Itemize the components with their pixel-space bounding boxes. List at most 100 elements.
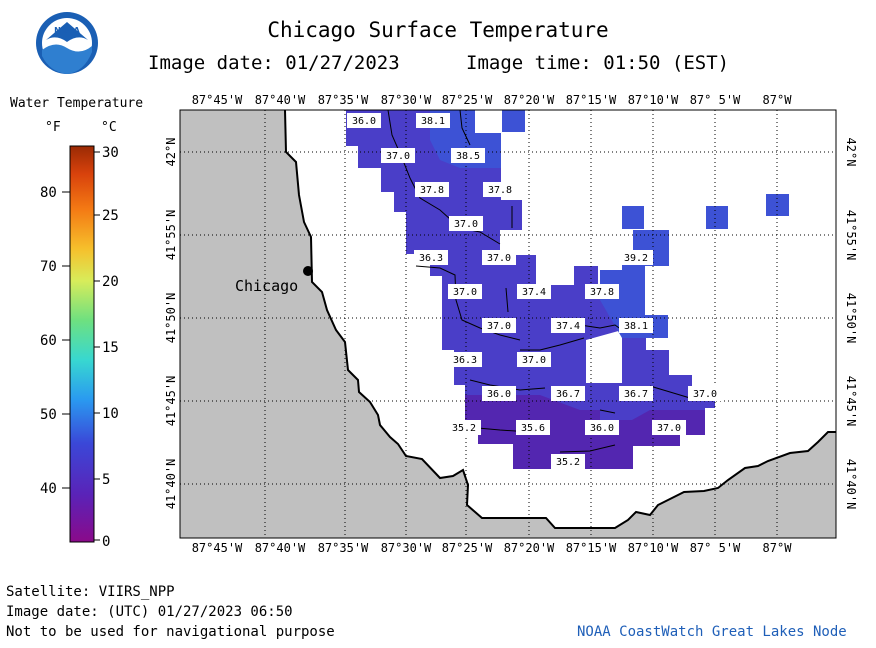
temperature-label-box bbox=[585, 420, 619, 435]
c-tick-label: 25 bbox=[102, 208, 119, 224]
footer-disclaimer: Not to be used for navigational purpose bbox=[6, 624, 335, 640]
lon-label: 87°40'W bbox=[255, 541, 306, 555]
temperature-label: 36.7 bbox=[624, 389, 648, 400]
temperature-label: 37.8 bbox=[590, 287, 614, 298]
temperature-label: 37.0 bbox=[657, 423, 681, 434]
temperature-label-box bbox=[416, 113, 450, 128]
temperature-label-box bbox=[449, 216, 483, 231]
lat-label: 41°55'N bbox=[164, 210, 178, 261]
temperature-label-box bbox=[414, 250, 448, 265]
noaa-logo-icon: NOAA bbox=[36, 12, 98, 74]
footer-satellite: Satellite: VIIRS_NPP bbox=[6, 584, 175, 600]
temperature-label: 37.0 bbox=[487, 253, 511, 264]
temperature-label-box bbox=[482, 318, 516, 333]
lon-label: 87°15'W bbox=[566, 93, 617, 107]
temperature-label: 37.0 bbox=[386, 151, 410, 162]
temperature-label-box bbox=[448, 284, 482, 299]
temperature-label: 36.7 bbox=[556, 389, 580, 400]
lat-label: 42°N bbox=[844, 138, 858, 167]
temperature-pixel bbox=[502, 110, 525, 132]
temperature-label-box bbox=[688, 386, 722, 401]
lon-label: 87°20'W bbox=[504, 93, 555, 107]
temperature-label-box bbox=[585, 284, 619, 299]
lat-label: 41°40'N bbox=[164, 459, 178, 510]
chicago-marker bbox=[303, 266, 313, 276]
temperature-label-box bbox=[347, 113, 381, 128]
temperature-label: 35.2 bbox=[556, 457, 580, 468]
temperature-label-box bbox=[448, 352, 482, 367]
lat-label: 41°45'N bbox=[164, 376, 178, 427]
c-tick-label: 15 bbox=[102, 340, 119, 356]
lon-label: 87°30'W bbox=[381, 541, 432, 555]
f-tick-label: 50 bbox=[40, 407, 57, 423]
f-tick-label: 80 bbox=[40, 185, 57, 201]
c-tick-label: 30 bbox=[102, 145, 119, 161]
temperature-label: 37.8 bbox=[420, 185, 444, 196]
temperature-pixel bbox=[766, 194, 789, 216]
land-west bbox=[180, 110, 836, 538]
temperature-label-box bbox=[415, 182, 449, 197]
image-date: Image date: 01/27/2023 bbox=[148, 52, 400, 74]
lat-label: 41°50'N bbox=[164, 293, 178, 344]
latitude-labels-right: 42°N 41°55'N 41°50'N 41°45'N 41°40'N bbox=[844, 138, 858, 510]
temperature-label: 36.3 bbox=[453, 355, 477, 366]
f-tick-label: 40 bbox=[40, 481, 57, 497]
temperature-pixel bbox=[622, 206, 644, 229]
temperature-label-box bbox=[551, 318, 585, 333]
temperature-label-box bbox=[483, 182, 517, 197]
lon-label: 87°10'W bbox=[628, 541, 679, 555]
lon-label: 87°35'W bbox=[318, 93, 369, 107]
lon-label: 87°10'W bbox=[628, 93, 679, 107]
temperature-pixel bbox=[706, 206, 728, 229]
c-tick-label: 10 bbox=[102, 406, 119, 422]
map-frame bbox=[179, 109, 837, 539]
temperature-label-box bbox=[619, 318, 653, 333]
temperature-label: 38.5 bbox=[456, 151, 480, 162]
temperature-label: 35.2 bbox=[452, 423, 476, 434]
latitude-labels-left: 42°N 41°55'N 41°50'N 41°45'N 41°40'N bbox=[164, 138, 178, 510]
lon-label: 87°20'W bbox=[504, 541, 555, 555]
f-tick-label: 60 bbox=[40, 333, 57, 349]
temperature-label-box bbox=[482, 250, 516, 265]
temperature-label: 37.8 bbox=[488, 185, 512, 196]
c-tick-label: 0 bbox=[102, 534, 110, 550]
temperature-label-box bbox=[516, 420, 550, 435]
color-bar bbox=[69, 145, 95, 543]
lon-label: 87°15'W bbox=[566, 541, 617, 555]
footer-utc-date: Image date: (UTC) 01/27/2023 06:50 bbox=[6, 604, 293, 620]
lat-label: 42°N bbox=[164, 138, 178, 167]
lon-label: 87°25'W bbox=[442, 541, 493, 555]
temperature-label: 37.0 bbox=[454, 219, 478, 230]
temperature-label-box bbox=[551, 386, 585, 401]
fahrenheit-tick-labels: 80 70 60 50 40 bbox=[40, 185, 57, 497]
lon-label: 87°40'W bbox=[255, 93, 306, 107]
temperature-label-box bbox=[482, 386, 516, 401]
lat-label: 41°55'N bbox=[844, 210, 858, 261]
legend-unit-celsius: °C bbox=[101, 120, 117, 135]
temperature-label-box bbox=[381, 148, 415, 163]
warm-zone bbox=[430, 110, 669, 338]
lon-label: 87°W bbox=[763, 541, 793, 555]
temperature-label-box bbox=[517, 352, 551, 367]
page-title: Chicago Surface Temperature bbox=[267, 18, 609, 42]
temperature-label-box bbox=[517, 284, 551, 299]
lat-label: 41°45'N bbox=[844, 376, 858, 427]
noaa-logo-text: NOAA bbox=[54, 26, 80, 35]
c-tick-label: 20 bbox=[102, 274, 119, 290]
temperature-label-box bbox=[447, 420, 481, 435]
lon-label: 87°25'W bbox=[442, 93, 493, 107]
temperature-label: 37.0 bbox=[693, 389, 717, 400]
temperature-label: 35.6 bbox=[521, 423, 545, 434]
temperature-label: 37.0 bbox=[487, 321, 511, 332]
temperature-label: 36.0 bbox=[487, 389, 511, 400]
temperature-labels: 36.0 38.1 37.0 38.5 37.8 37.8 37.0 36.3 … bbox=[347, 113, 722, 469]
legend-title: Water Temperature bbox=[10, 96, 144, 111]
temperature-label-box bbox=[451, 148, 485, 163]
temperature-label: 38.1 bbox=[624, 321, 648, 332]
shoreline bbox=[284, 110, 836, 529]
lon-label: 87°45'W bbox=[192, 93, 243, 107]
temperature-label-box bbox=[652, 420, 686, 435]
temperature-label: 37.0 bbox=[522, 355, 546, 366]
temperature-label-box bbox=[619, 386, 653, 401]
